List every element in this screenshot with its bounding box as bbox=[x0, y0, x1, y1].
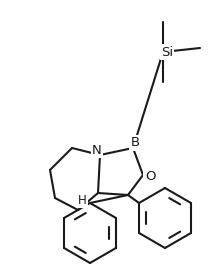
Text: H: H bbox=[78, 193, 86, 207]
Text: Si: Si bbox=[161, 46, 173, 58]
Text: N: N bbox=[92, 143, 102, 157]
Text: B: B bbox=[130, 136, 139, 150]
Text: O: O bbox=[145, 170, 155, 184]
